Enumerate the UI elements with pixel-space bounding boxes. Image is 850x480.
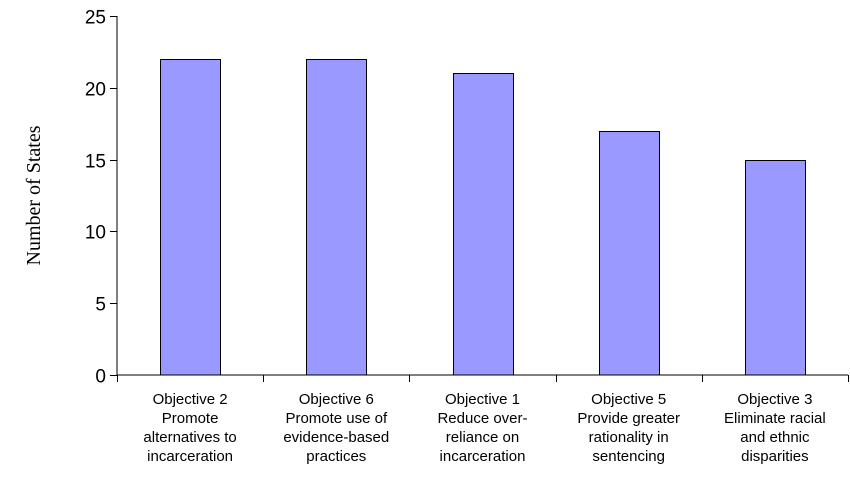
bar	[599, 131, 660, 376]
bar	[306, 59, 367, 376]
x-axis-category-label: Objective 3 Eliminate racial and ethnic dis…	[724, 391, 826, 465]
y-axis-tick-label: 20	[85, 80, 106, 101]
y-axis-ticks	[110, 16, 117, 376]
x-axis-category-label: Objective 6 Promote use of evidence-based p…	[283, 391, 389, 465]
x-axis-ticks	[117, 375, 849, 382]
x-axis-category-label: Objective 1 Reduce over-reliance on incarc…	[437, 391, 527, 465]
y-axis-tick-label: 15	[85, 152, 106, 173]
bar	[745, 160, 806, 376]
bar	[160, 59, 221, 376]
bar	[453, 73, 514, 376]
y-axis-tick-label: 10	[85, 223, 106, 244]
x-axis-category-label: Objective 5 Provide greater rationality in…	[577, 391, 680, 465]
y-axis-tick-label: 0	[95, 367, 106, 388]
y-axis-title: Number of States	[23, 125, 45, 265]
y-axis-tick-label: 5	[95, 295, 106, 316]
y-axis-tick-labels: 0 5 10 15 20 25	[85, 8, 106, 388]
y-axis-tick-label: 25	[85, 8, 106, 29]
x-axis-category-labels: Objective 2 Promote alternatives to incarce…	[143, 391, 825, 465]
x-axis-category-label: Objective 2 Promote alternatives to incarce…	[143, 391, 236, 465]
bars	[160, 59, 806, 376]
